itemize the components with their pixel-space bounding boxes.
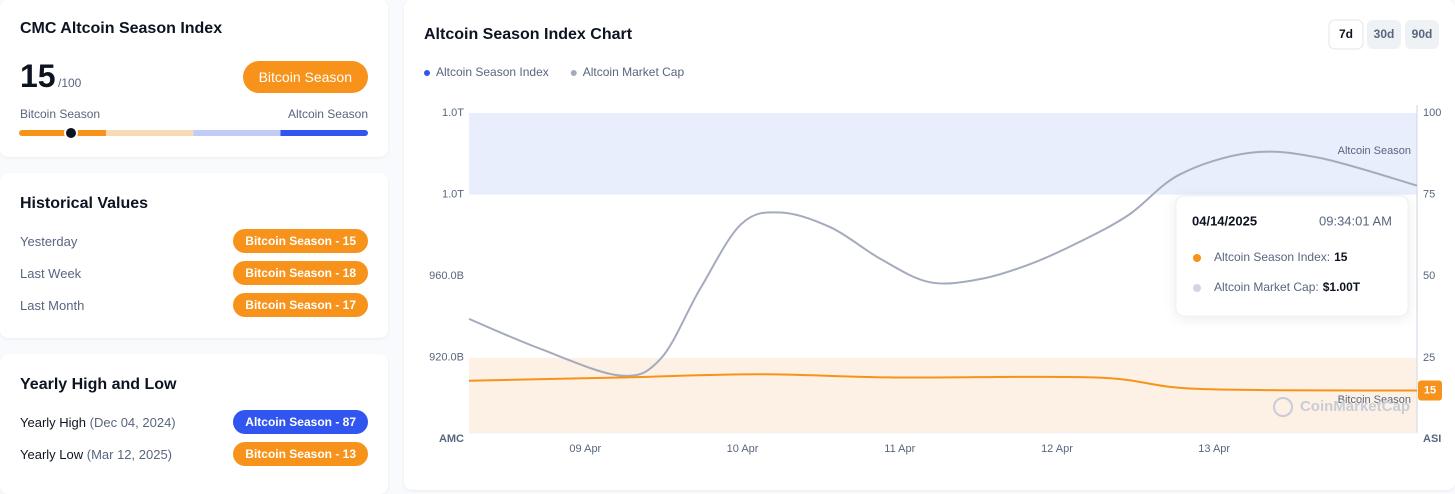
tooltip-label: Altcoin Season Index: [1214, 250, 1330, 264]
x-tick-label: 11 Apr [884, 443, 915, 455]
band [469, 357, 1417, 433]
y2-tick-label: 100 [1423, 107, 1441, 119]
row-date: (Dec 04, 2024) [89, 414, 176, 430]
series-line [468, 150, 1418, 377]
chart-card: Altcoin Season Index Chart 7d 30d 90d Altco… [404, 0, 1455, 490]
legend-dot [424, 70, 430, 76]
yearly-row: Yearly High (Dec 04, 2024) Altcoin Season… [20, 410, 368, 434]
band-label: Altcoin Season [1338, 145, 1411, 157]
row-label: Last Week [20, 265, 82, 281]
y-tick-label: 1.0T [442, 188, 464, 200]
tab[interactable] [1367, 20, 1401, 49]
tooltip-value: $1.00T [1323, 280, 1361, 294]
tab-label[interactable]: 7d [1339, 27, 1353, 41]
tooltip-box [1175, 195, 1409, 317]
y2-tick-label: 25 [1423, 352, 1435, 364]
x-tick-label: 13 Apr [1198, 443, 1230, 455]
tooltip-value: 15 [1334, 250, 1348, 264]
y2-tick-label: 50 [1423, 270, 1435, 282]
x-tick-label: 10 Apr [727, 443, 759, 455]
card-title: Historical Values [20, 195, 149, 212]
series-line [468, 373, 1418, 392]
current-badge-label: 15 [1424, 384, 1436, 396]
card-title: CMC Altcoin Season Index [20, 20, 223, 37]
x-tick-label: 12 Apr [1041, 443, 1073, 455]
current-badge [1418, 380, 1442, 401]
gauge-marker [64, 126, 79, 140]
tab[interactable] [1328, 19, 1364, 50]
row-label: Yearly Low [20, 446, 84, 462]
gauge [19, 126, 368, 140]
y2-tick-label: 75 [1423, 189, 1435, 201]
scale-right: Altcoin Season [287, 107, 368, 121]
row-badge: Bitcoin Season - 13 [233, 442, 368, 466]
row-badge: Bitcoin Season - 18 [233, 261, 368, 285]
row-label: Yearly High [20, 414, 87, 430]
y2-axis-label: ASI [1423, 433, 1441, 445]
history-row: Last Month Bitcoin Season - 17 [20, 293, 368, 317]
band-label: Bitcoin Season [1338, 394, 1411, 406]
row-badge: Bitcoin Season - 17 [233, 293, 368, 317]
chart-title: Altcoin Season Index Chart [424, 26, 633, 43]
row-label: Yesterday [20, 233, 78, 249]
legend-label: Altcoin Season Index [436, 65, 549, 79]
historical-card: Historical Values Yesterday Bitcoin Seaso… [0, 173, 388, 338]
tab-label[interactable]: 30d [1374, 27, 1395, 41]
y-tick-label: 1.0T [442, 107, 464, 119]
band [469, 113, 1417, 195]
y-tick-label: 920.0B [429, 351, 464, 363]
tooltip-date: 04/14/2025 [1192, 213, 1257, 228]
tab-label[interactable]: 90d [1412, 27, 1433, 41]
row-label: Last Month [20, 297, 85, 313]
y-axis-label: AMC [439, 433, 464, 445]
tab[interactable] [1405, 20, 1439, 49]
index-value: 15 [20, 58, 56, 94]
yearly-card: Yearly High and Low Yearly High (Dec 04,… [0, 354, 388, 494]
row-date: (Mar 12, 2025) [86, 446, 173, 462]
status-badge: Bitcoin Season [242, 61, 368, 93]
row-badge: Altcoin Season - 87 [233, 410, 368, 434]
legend-label: Altcoin Market Cap [583, 65, 685, 79]
chart: Altcoin Season Index Chart 7d 30d 90d Altco… [424, 19, 1442, 455]
history-row: Yesterday Bitcoin Season - 15 [20, 229, 368, 253]
index-max: /100 [58, 76, 82, 90]
row-label-wrap: Yearly High (Dec 04, 2024) [20, 415, 176, 430]
card-title: Yearly High and Low [20, 376, 177, 393]
row-label-wrap: Yearly Low (Mar 12, 2025) [20, 447, 172, 462]
tooltip: 04/14/2025 09:34:01 AM Altcoin Season Inde… [1175, 195, 1409, 317]
watermark-logo [1273, 397, 1293, 417]
y-tick-label: 960.0B [429, 270, 464, 282]
tooltip-dot [1193, 284, 1201, 292]
yearly-row: Yearly Low (Mar 12, 2025) Bitcoin Season … [20, 442, 368, 466]
scale-left: Bitcoin Season [20, 107, 101, 121]
x-tick-label: 09 Apr [569, 443, 601, 455]
index-card: CMC Altcoin Season Index 15 /100 Bitcoin… [0, 0, 388, 157]
legend-dot [570, 70, 577, 76]
row-badge: Bitcoin Season - 15 [233, 229, 368, 253]
tooltip-label: Altcoin Market Cap: [1214, 280, 1319, 294]
page: CMC Altcoin Season Index 15 /100 Bitcoin… [0, 0, 1442, 466]
tooltip-dot [1193, 254, 1201, 262]
watermark: CoinMarketCap [1300, 398, 1410, 415]
history-row: Last Week Bitcoin Season - 18 [20, 261, 368, 285]
tooltip-time: 09:34:01 AM [1319, 213, 1392, 228]
